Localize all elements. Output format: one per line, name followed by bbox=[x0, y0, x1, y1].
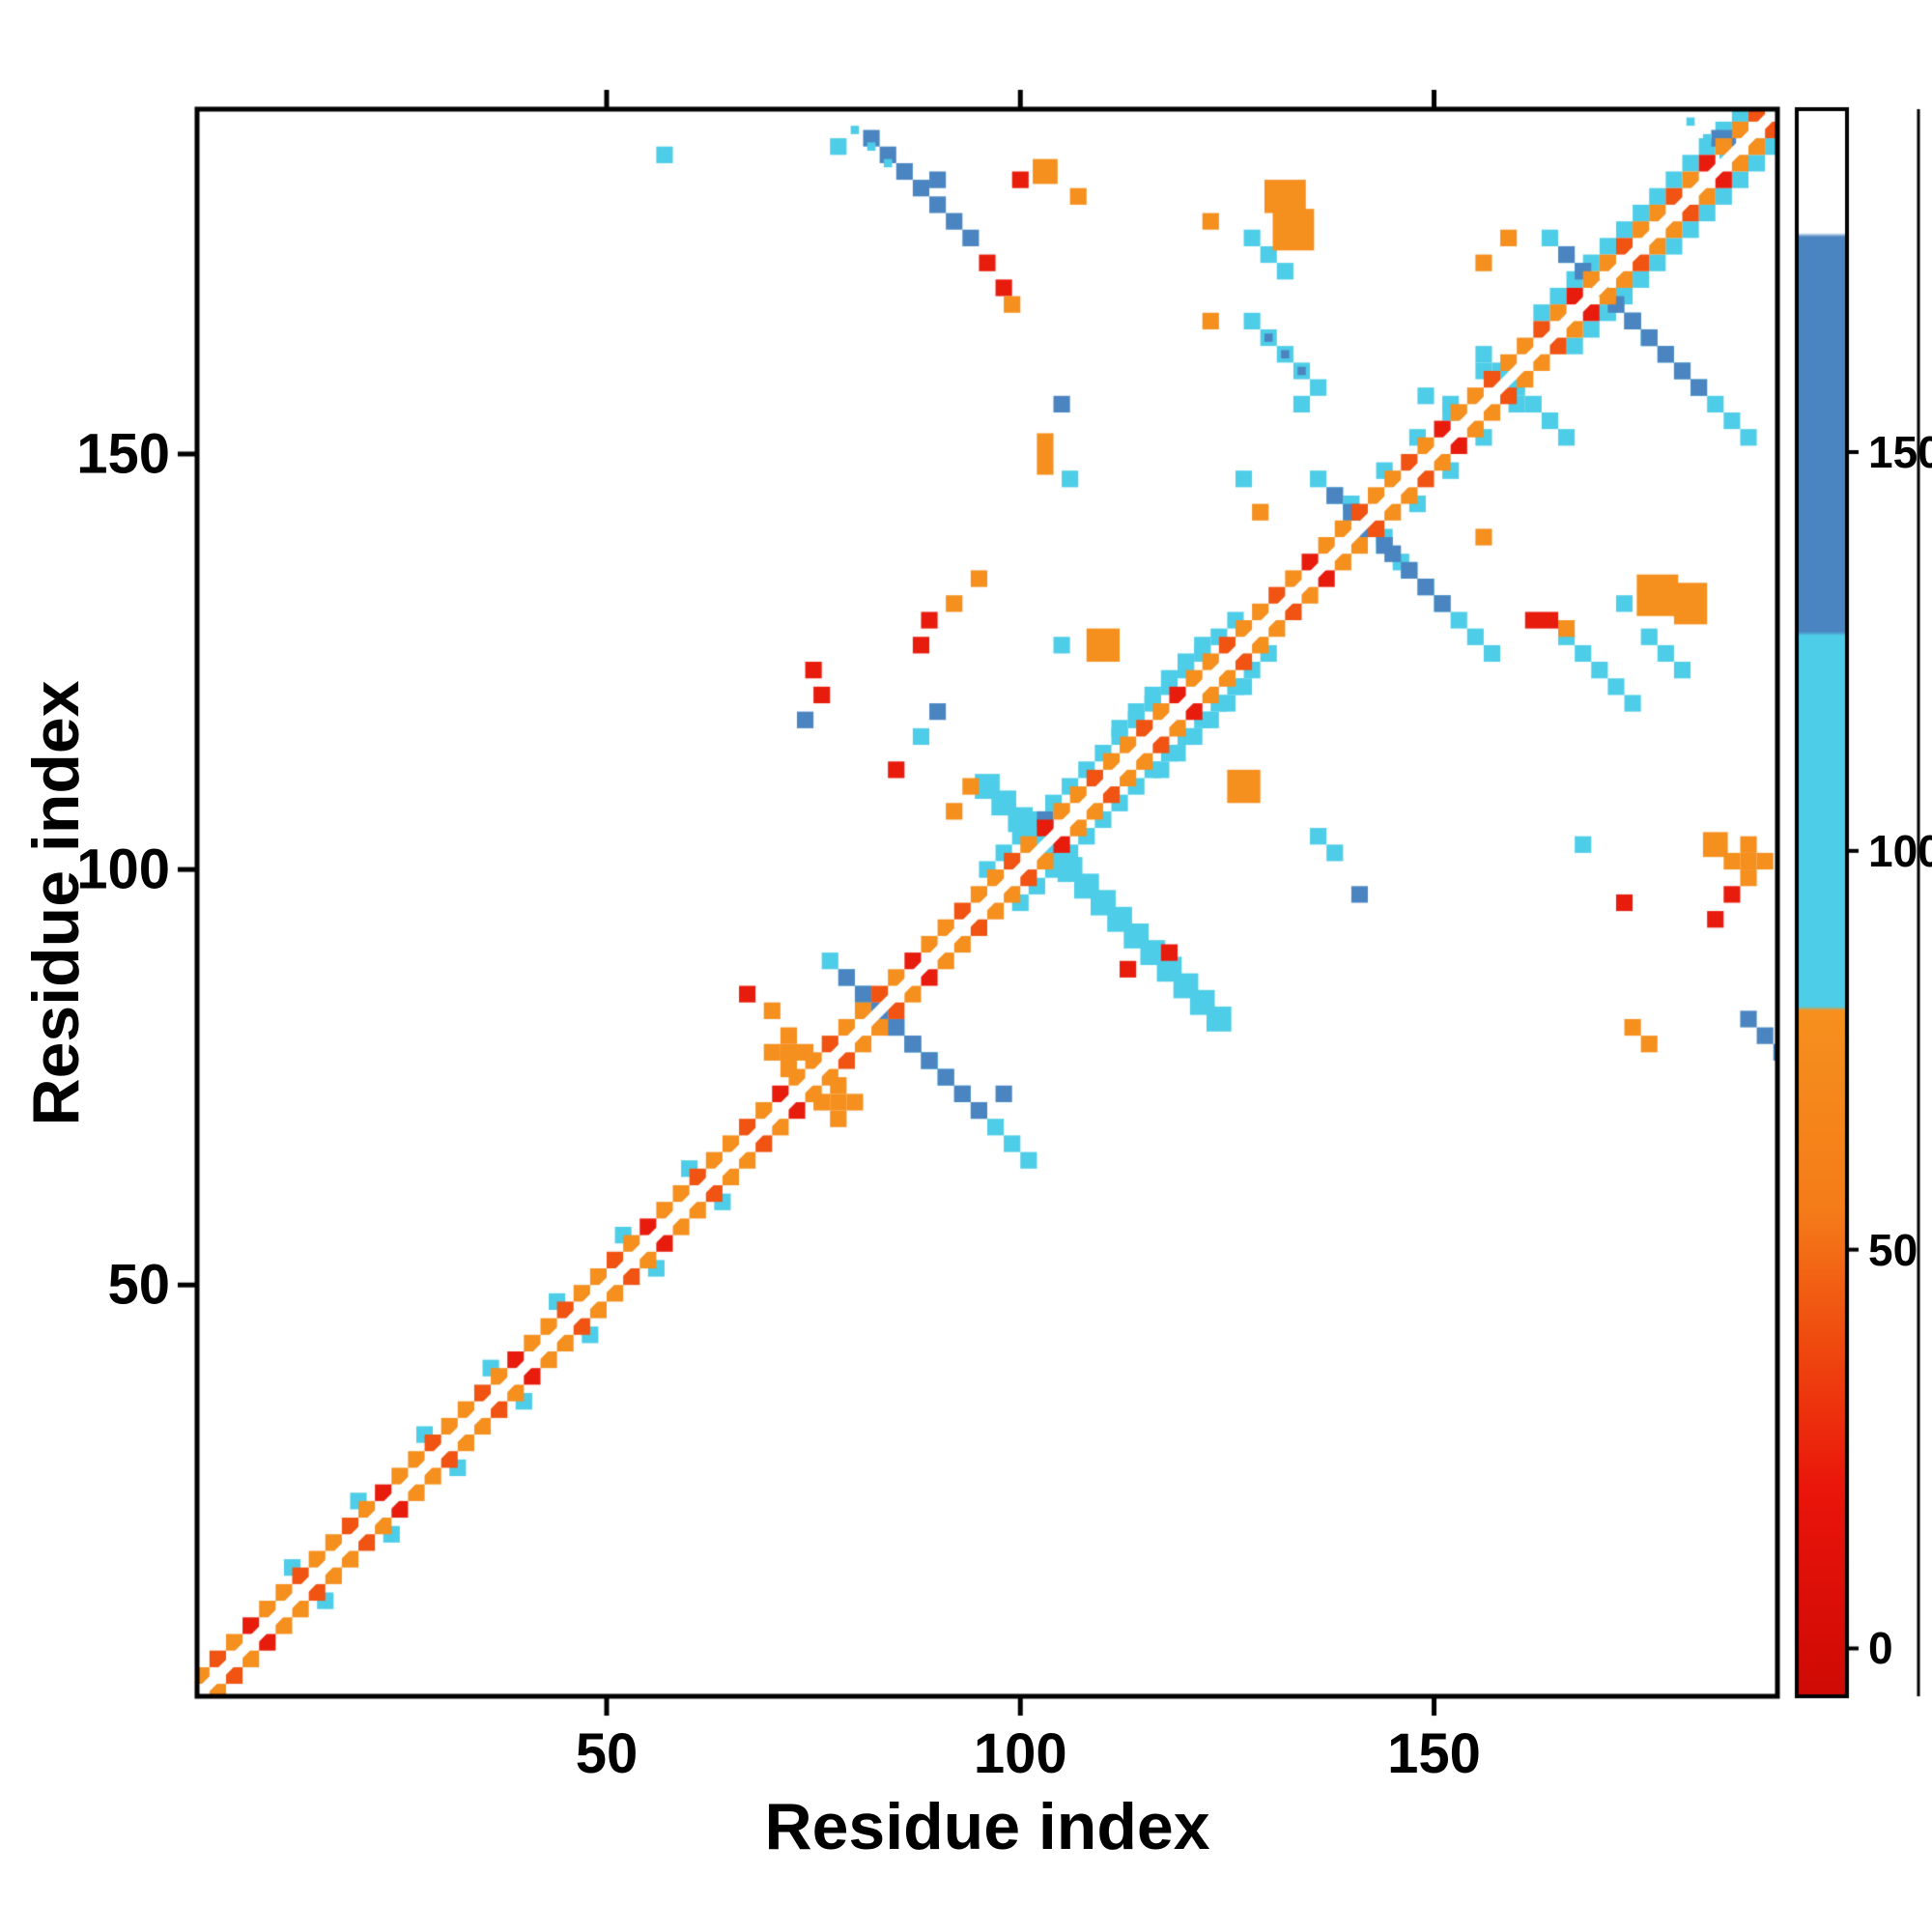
colorbar-tick-label: 50 bbox=[1868, 1224, 1918, 1275]
y-tick-label: 50 bbox=[107, 1253, 170, 1317]
colorbar-tick-label: 150 bbox=[1868, 427, 1932, 478]
colorbar-tick-label: 0 bbox=[1868, 1623, 1893, 1674]
x-tick-label: 50 bbox=[575, 1722, 639, 1785]
x-axis-label: Residue index bbox=[764, 1790, 1210, 1863]
x-tick-label: 100 bbox=[973, 1722, 1067, 1785]
y-tick-label: 100 bbox=[76, 838, 170, 901]
colorbar-tick-label: 100 bbox=[1868, 825, 1932, 876]
y-tick-label: 150 bbox=[76, 422, 170, 486]
y-axis-label: Residue index bbox=[19, 679, 93, 1126]
x-tick-label: 150 bbox=[1387, 1722, 1481, 1785]
